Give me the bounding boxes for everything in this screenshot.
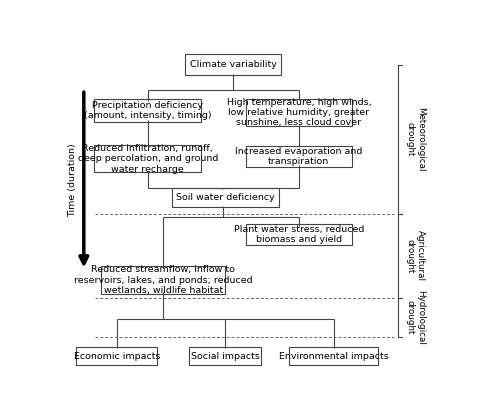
Text: Reduced streamflow, inflow to
reservoirs, lakes, and ponds; reduced
wetlands, wi: Reduced streamflow, inflow to reservoirs… [74,265,252,295]
FancyBboxPatch shape [184,55,282,76]
Text: Climate variability: Climate variability [190,60,276,69]
FancyBboxPatch shape [94,145,201,173]
Text: Agricultural
drought: Agricultural drought [406,230,425,281]
FancyBboxPatch shape [172,188,279,207]
FancyBboxPatch shape [94,99,201,121]
FancyBboxPatch shape [246,224,352,245]
Text: High temperature, high winds,
low relative humidity, greater
sunshine, less clou: High temperature, high winds, low relati… [226,97,371,127]
FancyBboxPatch shape [246,99,352,126]
FancyBboxPatch shape [190,346,261,365]
Text: Increased evaporation and
transpiration: Increased evaporation and transpiration [235,147,362,166]
Text: Hydrological
drought: Hydrological drought [406,290,425,345]
Text: Time (duration): Time (duration) [68,143,78,217]
Text: Meteorological
drought: Meteorological drought [406,107,425,172]
FancyBboxPatch shape [246,146,352,167]
Text: Social impacts: Social impacts [191,352,260,360]
Text: Economic impacts: Economic impacts [74,352,160,360]
Text: Soil water deficiency: Soil water deficiency [176,193,274,202]
Text: Plant water stress, reduced
biomass and yield: Plant water stress, reduced biomass and … [234,225,364,244]
Text: Reduced infiltration, runoff,
deep percolation, and ground
water recharge: Reduced infiltration, runoff, deep perco… [78,144,218,173]
Text: Precipitation deficiency
(amount, intensity, timing): Precipitation deficiency (amount, intens… [84,100,212,120]
FancyBboxPatch shape [289,346,378,365]
FancyBboxPatch shape [76,346,158,365]
Text: Environmental impacts: Environmental impacts [279,352,388,360]
FancyBboxPatch shape [101,266,226,294]
